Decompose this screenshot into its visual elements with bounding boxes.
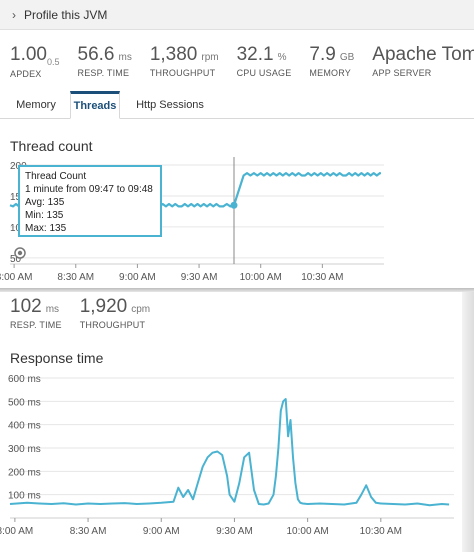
y-tick-label: 200 ms bbox=[8, 467, 41, 478]
metric-label: CPU USAGE bbox=[236, 68, 292, 78]
tooltip-range: 1 minute from 09:47 to 09:48 bbox=[25, 184, 153, 195]
y-tick-label: 50 bbox=[10, 254, 22, 265]
metric-value: 1,380 bbox=[149, 44, 198, 65]
x-tick-label: 8:00 AM bbox=[0, 272, 32, 283]
metric-cpu-usage[interactable]: 32.1% CPU USAGE bbox=[237, 44, 292, 79]
series-line-0 bbox=[9, 398, 450, 507]
thread-count-tooltip: Thread Count 1 minute from 09:47 to 09:4… bbox=[18, 165, 162, 237]
metric-throughput[interactable]: 1,380 rpm THROUGHPUT bbox=[150, 44, 219, 79]
x-tick-label: 10:00 AM bbox=[286, 526, 328, 537]
x-tick-label: 10:30 AM bbox=[301, 272, 343, 283]
y-tick-label: 100 ms bbox=[8, 491, 41, 502]
tooltip-max: Max: 135 bbox=[25, 223, 67, 234]
tab-memory[interactable]: Memory bbox=[16, 99, 56, 111]
x-tick-label: 9:30 AM bbox=[181, 272, 218, 283]
tab-http-sessions[interactable]: Http Sessions bbox=[136, 99, 204, 111]
metric-value: 56.6 bbox=[77, 44, 115, 65]
tooltip-title: Thread Count bbox=[25, 171, 87, 182]
metric-apdex[interactable]: 1.000.5 APDEX bbox=[10, 44, 60, 79]
metric-unit: GB bbox=[339, 52, 355, 63]
metric-unit: ms bbox=[45, 304, 60, 315]
metric-value: Apache Tomcat bbox=[372, 44, 474, 65]
metric-label: MEMORY bbox=[309, 68, 351, 78]
metric-app-server[interactable]: Apache Tomcat APP SERVER bbox=[372, 44, 474, 79]
profile-jvm-label: Profile this JVM bbox=[24, 7, 108, 22]
x-tick-label: 8:00 AM bbox=[0, 526, 33, 537]
metric-value: 1,920 bbox=[79, 296, 128, 317]
y-tick-label: 400 ms bbox=[8, 421, 41, 432]
tab-threads[interactable]: Threads bbox=[70, 91, 120, 119]
x-tick-label: 10:00 AM bbox=[240, 272, 282, 283]
metric-label: APDEX bbox=[10, 68, 42, 79]
apm-lower-panel: 102 ms RESP. TIME 1,920 cpm THROUGHPUT Res… bbox=[0, 292, 474, 552]
x-tick-label: 9:30 AM bbox=[216, 526, 253, 537]
x-tick-label: 9:00 AM bbox=[119, 272, 156, 283]
hover-point bbox=[230, 201, 238, 209]
metric-unit: cpm bbox=[131, 304, 151, 315]
y-tick-label: 600 ms bbox=[8, 374, 41, 385]
x-tick-label: 8:30 AM bbox=[70, 526, 107, 537]
legend-toggle-dot bbox=[17, 250, 23, 256]
metric-value: 1.00 bbox=[10, 44, 47, 65]
metric-unit: % bbox=[277, 52, 287, 63]
panel-edge-shadow bbox=[462, 292, 474, 552]
metric-resp-time[interactable]: 56.6 ms RESP. TIME bbox=[78, 44, 132, 79]
x-tick-label: 9:00 AM bbox=[143, 526, 180, 537]
y-tick-label: 300 ms bbox=[8, 444, 41, 455]
metric-label: RESP. TIME bbox=[10, 320, 62, 330]
x-tick-label: 8:30 AM bbox=[57, 272, 94, 283]
summary-metrics: 1.000.5 APDEX 56.6 ms RESP. TIME 1,380 rpm… bbox=[10, 44, 474, 79]
metric-label: RESP. TIME bbox=[77, 68, 130, 78]
metric-value: 32.1 bbox=[236, 44, 274, 65]
metric-resp-time-lower[interactable]: 102 ms RESP. TIME bbox=[10, 296, 62, 330]
profile-jvm-bar[interactable]: › Profile this JVM bbox=[0, 0, 474, 30]
metric-throughput-lower[interactable]: 1,920 cpm THROUGHPUT bbox=[80, 296, 150, 330]
x-tick-label: 10:30 AM bbox=[360, 526, 402, 537]
apm-upper-panel: › Profile this JVM 1.000.5 APDEX 56.6 ms … bbox=[0, 0, 474, 283]
metric-unit: rpm bbox=[201, 52, 219, 63]
metric-label: THROUGHPUT bbox=[79, 320, 146, 330]
metric-value: 102 bbox=[10, 296, 42, 317]
thread-count-title: Thread count bbox=[10, 138, 93, 154]
chevron-right-icon: › bbox=[12, 7, 16, 22]
metric-label: THROUGHPUT bbox=[149, 68, 216, 78]
y-tick-label: 500 ms bbox=[8, 397, 41, 408]
metric-label: APP SERVER bbox=[372, 68, 432, 78]
metric-value: 7.9 bbox=[309, 44, 336, 65]
lower-metrics: 102 ms RESP. TIME 1,920 cpm THROUGHPUT bbox=[10, 296, 168, 330]
response-time-title: Response time bbox=[10, 350, 104, 366]
screenshot-divider bbox=[0, 288, 474, 292]
tooltip-min: Min: 135 bbox=[25, 210, 64, 221]
jvm-tabs: Memory Threads Http Sessions bbox=[0, 91, 474, 119]
metric-memory[interactable]: 7.9 GB MEMORY bbox=[309, 44, 354, 79]
metric-unit: ms bbox=[118, 52, 132, 63]
response-time-chart[interactable]: 600 ms 500 ms 400 ms 300 ms 200 ms 100 ms 8:00… bbox=[0, 370, 462, 552]
metric-suffix: 0.5 bbox=[46, 56, 60, 67]
tooltip-avg: Avg: 135 bbox=[25, 197, 65, 208]
